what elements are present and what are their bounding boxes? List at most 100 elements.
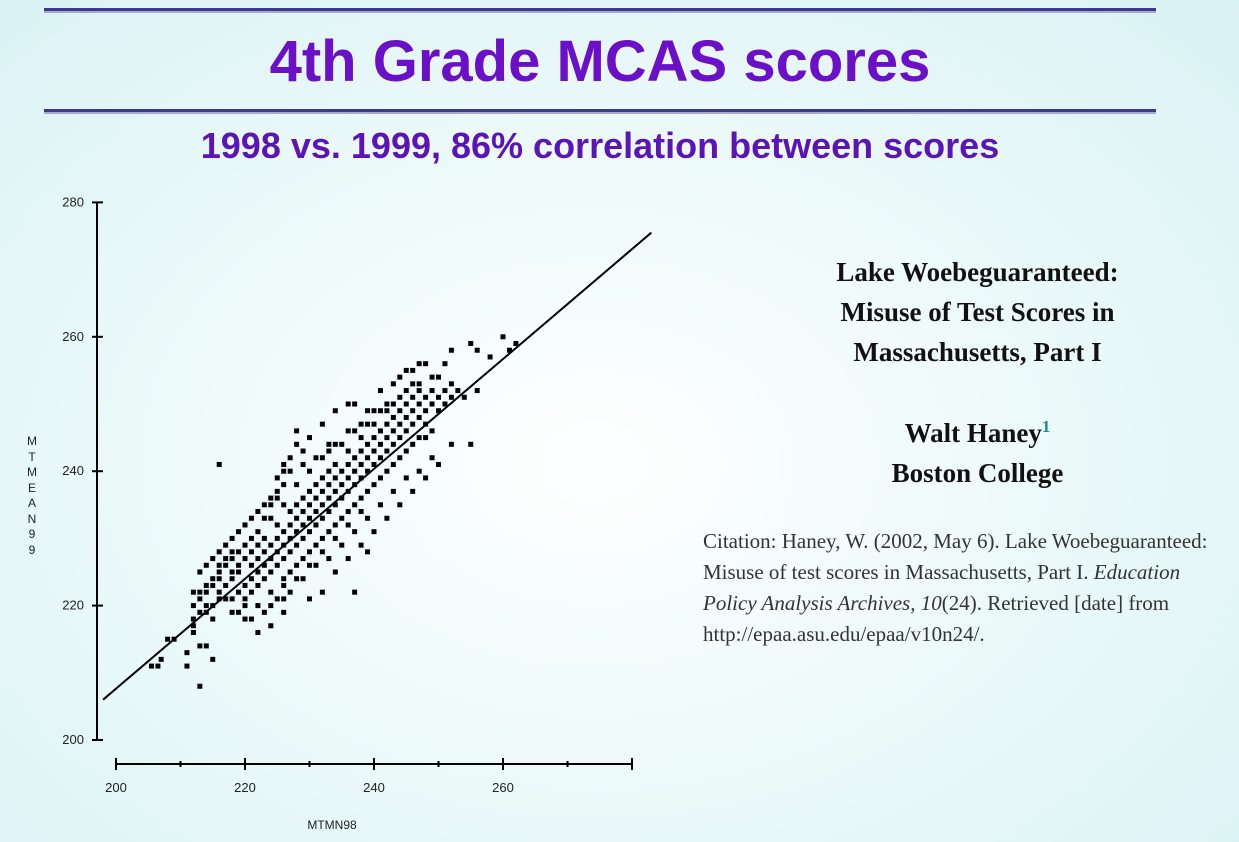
data-point: [390, 401, 396, 407]
data-point: [429, 388, 435, 394]
data-point: [248, 576, 254, 582]
data-point: [423, 475, 429, 481]
author-affiliation: Boston College: [891, 458, 1064, 488]
data-point: [216, 596, 222, 602]
data-point: [268, 603, 274, 609]
data-point: [261, 502, 267, 508]
data-point: [377, 408, 383, 414]
data-point: [313, 509, 319, 515]
data-point: [307, 468, 312, 474]
data-point: [261, 609, 267, 615]
data-point: [287, 509, 293, 515]
data-point: [339, 542, 345, 548]
data-point: [436, 374, 441, 380]
data-point: [397, 374, 403, 380]
data-point: [474, 347, 480, 353]
data-point: [384, 435, 390, 441]
data-point: [345, 522, 351, 528]
data-point: [165, 636, 171, 642]
data-point: [506, 347, 512, 353]
data-point: [410, 488, 416, 494]
data-point: [223, 556, 229, 562]
data-point: [352, 482, 358, 488]
slide-title: 4th Grade MCAS scores: [269, 29, 931, 94]
data-point: [377, 502, 383, 508]
data-point: [216, 569, 222, 575]
data-point: [384, 448, 390, 454]
data-point: [416, 468, 422, 474]
title-bottom-rule: [44, 109, 1156, 114]
y-tick-label: 220: [62, 598, 84, 613]
data-point: [377, 455, 383, 461]
data-point: [236, 562, 242, 568]
data-point: [416, 381, 422, 387]
data-point: [261, 576, 267, 582]
data-point: [352, 455, 358, 461]
data-point: [313, 495, 319, 501]
data-point: [287, 535, 293, 541]
data-point: [300, 576, 306, 582]
data-point: [197, 683, 203, 689]
x-tick-label: 260: [492, 780, 514, 795]
data-point: [274, 549, 280, 555]
data-point: [461, 394, 467, 400]
data-point: [281, 529, 287, 535]
data-point: [190, 629, 196, 635]
data-point: [377, 441, 383, 447]
data-point: [468, 341, 474, 347]
data-point: [294, 441, 300, 447]
data-point: [332, 488, 338, 494]
data-point: [281, 576, 287, 582]
footnote-mark: 1: [1041, 417, 1051, 436]
data-point: [429, 374, 435, 380]
data-point: [410, 408, 416, 414]
data-point: [436, 394, 441, 400]
data-point: [371, 529, 377, 535]
data-point: [371, 435, 377, 441]
data-point: [281, 482, 287, 488]
data-point: [384, 421, 390, 427]
citation-text: Citation: Haney, W. (2002, May 6). Lake …: [703, 526, 1233, 650]
data-point: [307, 502, 312, 508]
citation-issue: (24). Retrieved [date] from http://epaa.…: [703, 591, 1170, 646]
data-point: [274, 596, 280, 602]
data-point: [403, 367, 409, 373]
data-point: [248, 535, 254, 541]
data-point: [410, 394, 416, 400]
data-point: [210, 576, 216, 582]
data-point: [332, 475, 338, 481]
data-point: [294, 428, 300, 434]
regression-line: [102, 231, 652, 701]
data-point: [203, 589, 209, 595]
data-point: [442, 388, 448, 394]
data-point: [345, 509, 351, 515]
data-point: [268, 495, 274, 501]
x-axis-title: MTMN98: [307, 818, 357, 832]
data-point: [248, 562, 254, 568]
data-point: [403, 475, 409, 481]
citation-journal: Education Policy Analysis Archives, 10: [703, 560, 1181, 615]
data-point: [397, 435, 403, 441]
title-top-rule: [44, 8, 1156, 13]
data-point: [339, 482, 345, 488]
data-point: [287, 549, 293, 555]
data-point: [242, 603, 248, 609]
y-tick-label: 200: [62, 732, 84, 747]
data-point: [339, 468, 345, 474]
data-point: [410, 421, 416, 427]
data-point: [365, 455, 371, 461]
data-point: [416, 401, 422, 407]
data-point: [197, 609, 203, 615]
data-point: [390, 461, 396, 467]
data-point: [455, 388, 461, 394]
data-point: [248, 515, 254, 521]
data-point: [345, 448, 351, 454]
data-point: [352, 589, 358, 595]
x-tick-label: 220: [234, 780, 256, 795]
data-point: [319, 455, 325, 461]
author-name: Walt Haney: [904, 418, 1042, 448]
data-point: [410, 367, 416, 373]
data-point: [248, 589, 254, 595]
data-point: [403, 448, 409, 454]
data-point: [390, 381, 396, 387]
